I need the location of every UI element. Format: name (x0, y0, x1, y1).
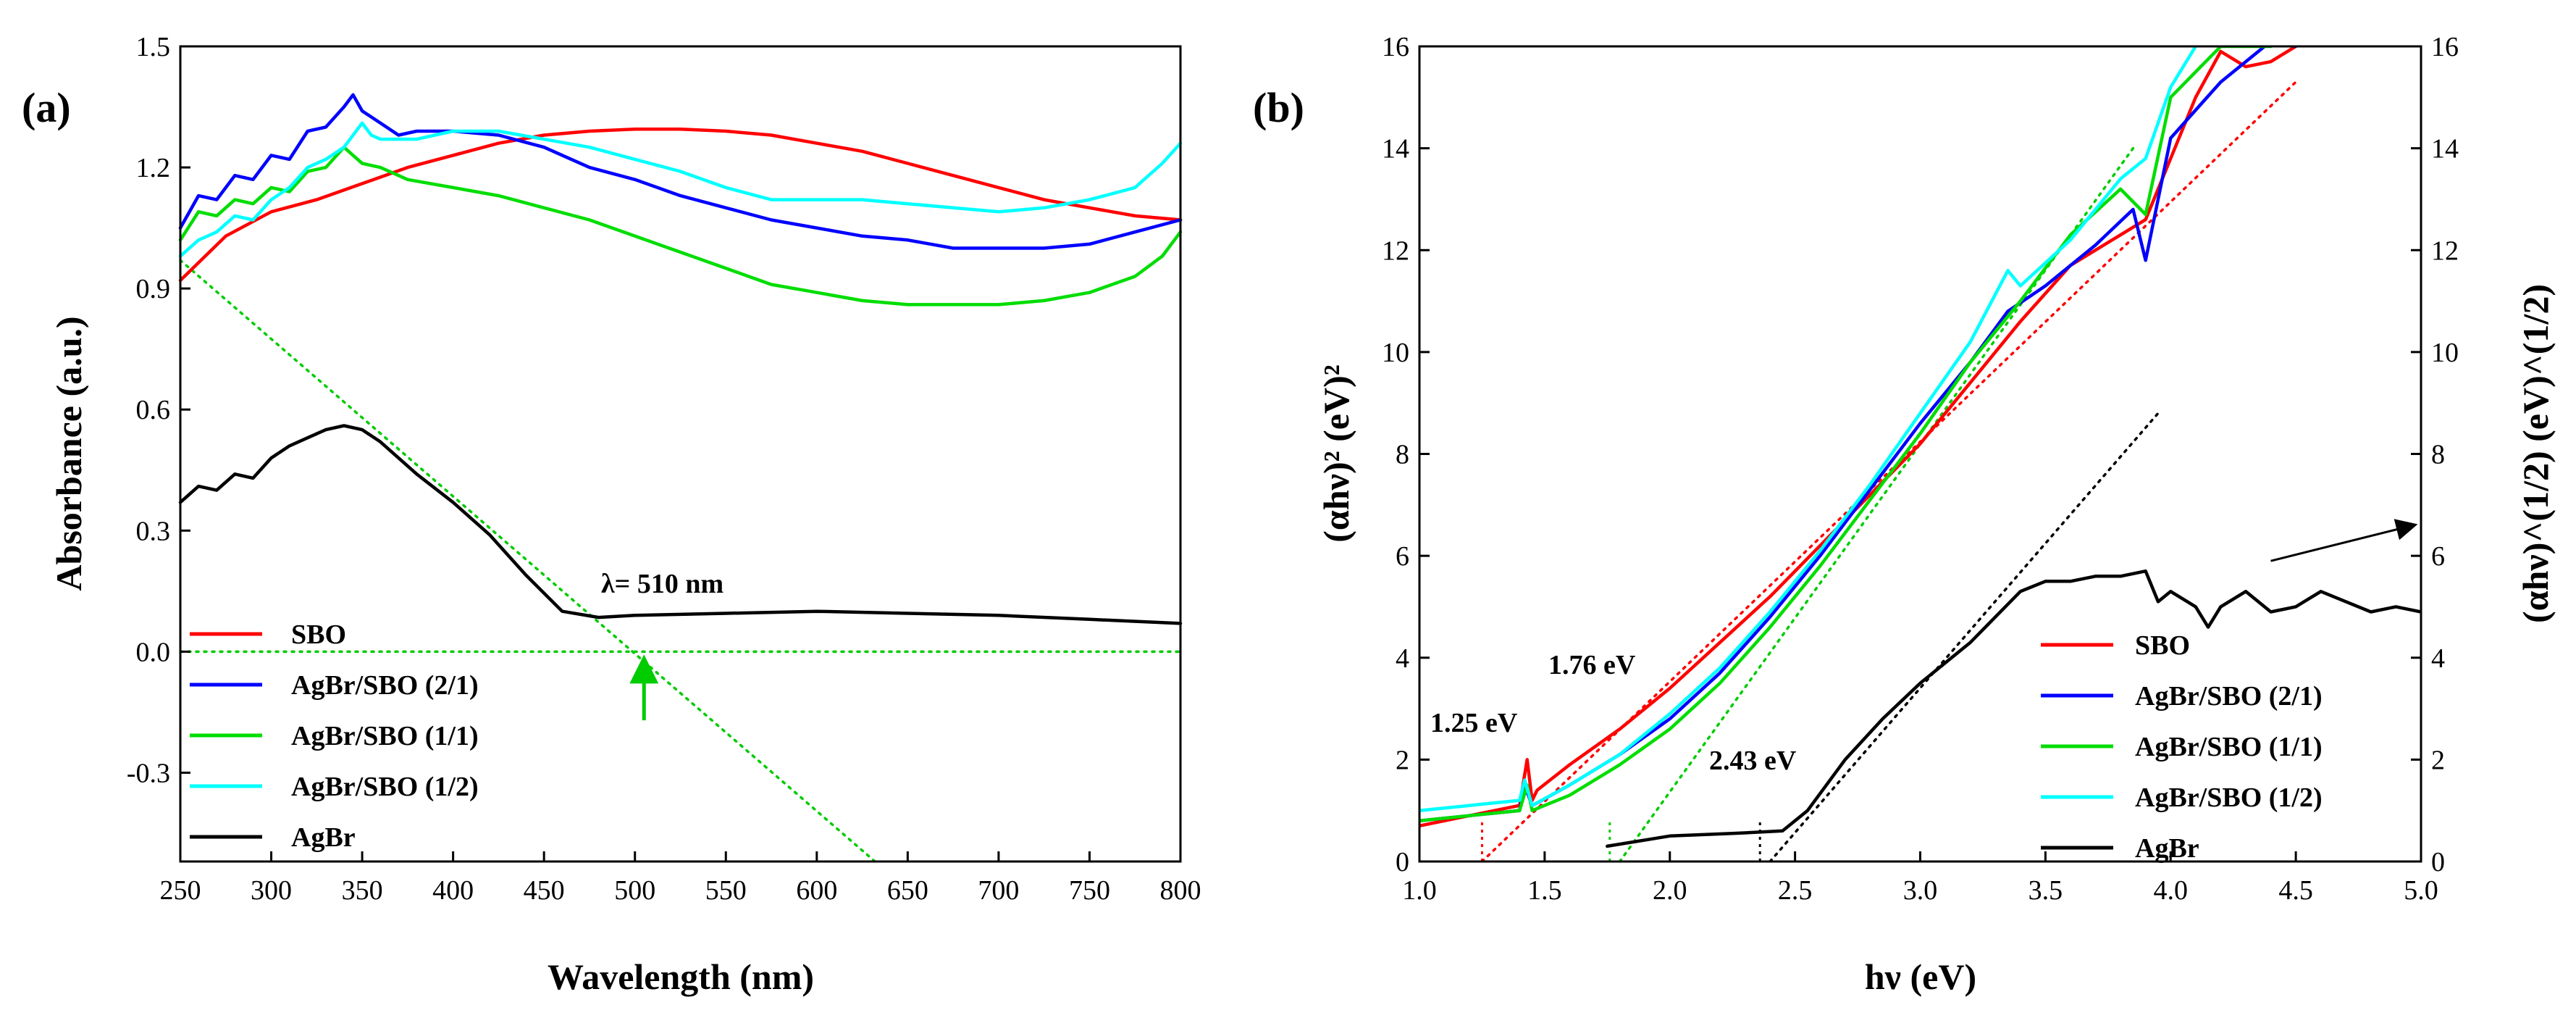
panel-a-x-tick-label: 300 (251, 875, 292, 906)
panel-b-y-tick-label-left: 12 (1382, 235, 1409, 266)
panel-a-y-tick-label: 0.6 (136, 395, 171, 425)
panel-a-y-ticks: -0.3 0.0 0.3 0.6 0.9 1.2 1.5 (127, 32, 190, 788)
panel-a-legend-label-agbr-sbo-2-1: AgBr/SBO (2/1) (291, 670, 479, 701)
panel-b-series-agbr (1606, 569, 2421, 848)
panel-b-y-tick-label-left: 6 (1396, 541, 1409, 572)
panel-b-y-tick-label-left: 8 (1396, 440, 1409, 470)
panel-b-x-tick-label: 1.0 (1402, 875, 1437, 906)
panel-a-y-tick-label: 0.0 (136, 637, 171, 667)
panel-b-x-tick-label: 2.5 (1778, 875, 1813, 906)
panel-a-y-tick-label: 1.2 (136, 153, 171, 183)
panel-b-series-agbr-sbo-1-2 (1419, 46, 2198, 812)
panel-b-y-tick-label-left: 10 (1382, 338, 1409, 368)
panel-a-x-tick-label: 600 (796, 875, 837, 906)
panel-b-y-tick-label-right: 12 (2431, 235, 2459, 266)
panel-b: 1.0 1.5 2.0 2.5 3.0 3.5 4.0 4.5 5.0 0 0 2 2 4 4 6 6 8 8 10… (1253, 32, 2556, 997)
panel-b-y-tick-label-left: 0 (1396, 847, 1409, 877)
panel-b-legend: SBO AgBr/SBO (2/1) AgBr/SBO (1/1) AgBr/SBO … (2041, 630, 2323, 864)
panel-a-x-tick-label: 800 (1160, 875, 1201, 906)
panel-a-legend: SBO AgBr/SBO (2/1) AgBr/SBO (1/1) AgBr/SBO … (190, 619, 479, 853)
panel-b-legend-label-agbr-sbo-1-2: AgBr/SBO (1/2) (2135, 783, 2323, 813)
panel-b-y-tick-label-right: 8 (2431, 440, 2445, 470)
panel-b-plot-area (1419, 46, 2421, 861)
panel-b-y-tick-label-right: 0 (2431, 847, 2445, 877)
panel-b-fit-line-3 (1769, 412, 2160, 861)
panel-b-x-tick-label: 5.0 (2404, 875, 2438, 906)
panel-b-x-tick-label: 2.0 (1653, 875, 1687, 906)
panel-a-frame (179, 45, 1182, 863)
panel-a-x-tick-label: 450 (524, 875, 565, 906)
panel-b-x-tick-label: 4.0 (2154, 875, 2189, 906)
panel-a-x-ticks: 250 300 350 400 450 500 550 600 650 700 750 800 (160, 851, 1201, 906)
panel-a-x-tick-label: 650 (887, 875, 928, 906)
panel-b-y-ticks: 0 0 2 2 4 4 6 6 8 8 10 10 12 12 14 14 16 16 (1382, 32, 2459, 877)
panel-a-x-axis-label: Wavelength (nm) (547, 956, 814, 997)
panel-a-y-tick-label: 0.3 (136, 516, 171, 546)
panel-a-legend-label-agbr-sbo-1-1: AgBr/SBO (1/1) (291, 721, 479, 751)
panel-b-x-tick-label: 1.5 (1527, 875, 1562, 906)
panel-a-legend-label-agbr: AgBr (291, 822, 356, 853)
panel-b-y-tick-label-left: 16 (1382, 32, 1409, 62)
panel-a-series-agbr-sbo-1-2 (178, 121, 1183, 258)
panel-b-clipped-marks (1419, 46, 2421, 861)
panel-a-x-tick-label: 550 (705, 875, 747, 906)
panel-b-x-ticks: 1.0 1.5 2.0 2.5 3.0 3.5 4.0 4.5 5.0 (1402, 851, 2438, 906)
panel-b-y-tick-label-left: 2 (1396, 745, 1409, 775)
panel-b-y-tick-label-left: 14 (1382, 134, 1409, 164)
band-gap-label-2-43: 2.43 eV (1709, 746, 1797, 776)
panel-b-y-axis-label-right: (αhν)^(1/2) (eV)^(1/2) (2515, 284, 2556, 623)
panel-b-annotations: 1.25 eV 1.76 eV 2.43 eV (1430, 650, 1797, 776)
panel-b-x-tick-label: 3.5 (2029, 875, 2063, 906)
panel-b-y-tick-label-right: 6 (2431, 541, 2445, 572)
panel-b-y-tick-label-left: 4 (1396, 643, 1409, 674)
panel-b-x-axis-label: hν (eV) (1865, 956, 1976, 997)
panel-b-y-tick-label-right: 16 (2431, 32, 2459, 62)
panel-a-x-tick-label: 250 (160, 875, 201, 906)
panel-b-y-axis-label-left: (αhν)² (eV)² (1316, 364, 1356, 542)
panel-a-series-agbr-sbo-1-1 (178, 145, 1183, 306)
panel-a-series-agbr (178, 424, 1183, 625)
panel-a-y-tick-label: 0.9 (136, 274, 171, 304)
panel-b-legend-label-agbr-sbo-1-1: AgBr/SBO (1/1) (2135, 732, 2323, 762)
panel-a-y-tick-label: 1.5 (136, 32, 171, 62)
panel-a-y-tick-label: -0.3 (127, 758, 170, 788)
panel-b-y-tick-label-right: 2 (2431, 745, 2445, 775)
panel-a-x-tick-label: 750 (1069, 875, 1110, 906)
panel-b-label: (b) (1253, 84, 1304, 131)
panel-a-x-tick-label: 350 (342, 875, 383, 906)
panel-a-lambda-label: λ= 510 nm (601, 569, 723, 599)
panel-b-fit-line-2 (1480, 80, 2297, 861)
panel-b-axis-arrow (2270, 519, 2418, 562)
band-gap-label-1-76: 1.76 eV (1548, 650, 1636, 680)
panel-a-label: (a) (22, 84, 71, 131)
panel-a-x-tick-label: 400 (432, 875, 474, 906)
panel-a-fit-line-1 (179, 259, 876, 863)
panel-b-legend-label-agbr-sbo-2-1: AgBr/SBO (2/1) (2135, 681, 2323, 712)
panel-b-x-tick-label: 4.5 (2278, 875, 2313, 906)
panel-b-y-tick-label-right: 14 (2431, 134, 2459, 164)
panel-a-x-tick-label: 500 (614, 875, 655, 906)
panel-b-x-tick-label: 3.0 (1903, 875, 1938, 906)
panel-a-legend-label-sbo: SBO (291, 619, 346, 650)
panel-b-y-tick-label-right: 4 (2431, 643, 2445, 674)
panel-a: 250 300 350 400 450 500 550 600 650 700 750 800 -0.… (22, 32, 1201, 997)
panel-b-legend-label-agbr: AgBr (2135, 833, 2199, 864)
panel-a-y-axis-label: Absorbance (a.u.) (49, 316, 89, 591)
panel-a-x-tick-label: 700 (978, 875, 1019, 906)
panel-a-plot-area (178, 93, 1183, 863)
panel-b-y-tick-label-right: 10 (2431, 338, 2459, 368)
panel-a-series-sbo (178, 127, 1183, 283)
panel-b-legend-label-sbo: SBO (2135, 630, 2190, 661)
band-gap-label-1-25: 1.25 eV (1430, 708, 1518, 738)
panel-a-legend-label-agbr-sbo-1-2: AgBr/SBO (1/2) (291, 772, 479, 802)
